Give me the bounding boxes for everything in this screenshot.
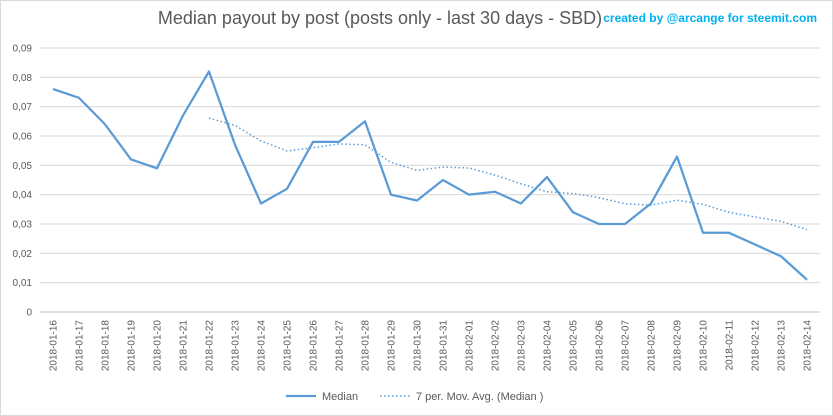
legend: Median 7 per. Mov. Avg. (Median )	[286, 391, 543, 403]
x-tick-label: 2018-02-06	[595, 320, 606, 372]
x-tick-label: 2018-01-20	[153, 320, 164, 372]
credit-text: created by @arcange for steemit.com	[603, 11, 817, 25]
x-tick-label: 2018-01-27	[335, 320, 346, 372]
x-tick-label: 2018-01-26	[309, 320, 320, 372]
x-tick-label: 2018-02-14	[803, 320, 814, 372]
x-tick-label: 2018-02-04	[543, 320, 554, 372]
x-tick-label: 2018-02-13	[777, 320, 788, 372]
y-tick-label: 0,02	[13, 249, 33, 260]
y-tick-label: 0,01	[13, 278, 33, 289]
x-tick-label: 2018-01-28	[361, 320, 372, 372]
x-tick-label: 2018-02-12	[751, 320, 762, 372]
y-tick-label: 0,04	[13, 190, 33, 201]
legend-item-moving-average: 7 per. Mov. Avg. (Median )	[416, 391, 543, 403]
series-layer	[52, 70, 808, 281]
x-tick-label: 2018-02-08	[647, 320, 658, 372]
x-tick-label: 2018-01-24	[257, 320, 268, 372]
y-tick-label: 0,09	[13, 44, 33, 55]
x-tick-label: 2018-02-11	[725, 320, 736, 371]
x-tick-label: 2018-01-23	[231, 320, 242, 372]
x-tick-label: 2018-01-30	[413, 320, 424, 372]
x-tick-label: 2018-01-29	[387, 320, 398, 372]
x-tick-label: 2018-02-09	[673, 320, 684, 372]
chart-title: Median payout by post (posts only - last…	[157, 8, 603, 28]
x-tick-label: 2018-01-31	[439, 320, 450, 372]
x-axis-ticks: 2018-01-16 2018-01-17 2018-01-18 2018-01-19…	[49, 320, 814, 372]
x-tick-label: 2018-01-22	[205, 320, 216, 372]
x-tick-label: 2018-02-02	[491, 320, 502, 372]
moving-average-series-line	[208, 117, 808, 231]
median-series-line	[52, 70, 808, 281]
x-tick-label: 2018-02-10	[699, 320, 710, 372]
gridlines	[40, 47, 820, 313]
x-tick-label: 2018-01-17	[75, 320, 86, 372]
x-tick-label: 2018-01-25	[283, 320, 294, 372]
y-tick-label: 0,08	[13, 73, 33, 84]
x-tick-label: 2018-02-01	[465, 320, 476, 372]
x-tick-label: 2018-02-05	[569, 320, 580, 372]
y-tick-label: 0,05	[13, 161, 33, 172]
x-tick-label: 2018-02-07	[621, 320, 632, 372]
y-tick-label: 0,03	[13, 220, 33, 231]
y-tick-label: 0,07	[13, 102, 33, 113]
x-tick-label: 2018-02-03	[517, 320, 528, 372]
y-tick-label: 0,06	[13, 132, 33, 143]
legend-item-median: Median	[322, 391, 358, 403]
y-axis-ticks: 0 0,01 0,02 0,03 0,04 0,05 0,06 0,07 0,08 0,09	[13, 44, 33, 319]
y-tick-label: 0	[26, 308, 32, 319]
x-tick-label: 2018-01-21	[179, 320, 190, 372]
x-tick-label: 2018-01-18	[101, 320, 112, 372]
x-tick-label: 2018-01-19	[127, 320, 138, 372]
x-tick-label: 2018-01-16	[49, 320, 60, 372]
